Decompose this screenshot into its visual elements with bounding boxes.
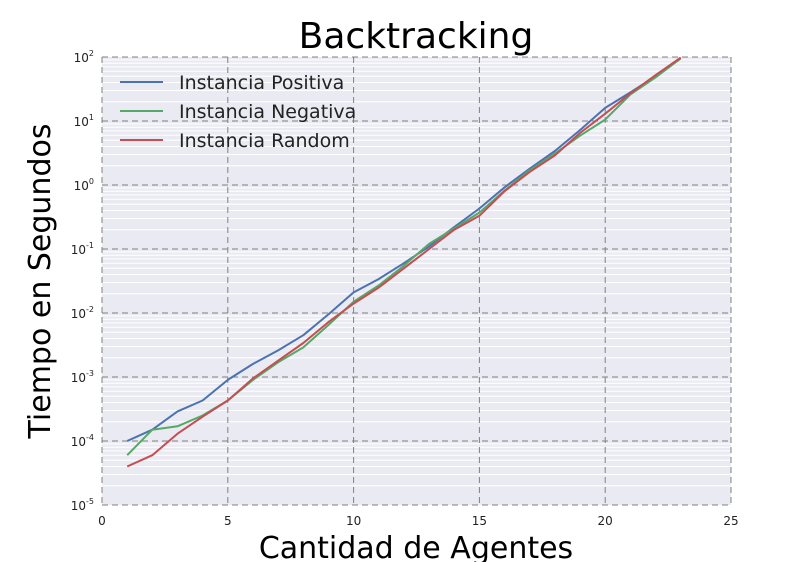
- x-tick-label: 15: [472, 514, 487, 528]
- chart-title: Backtracking: [299, 16, 534, 57]
- legend-label: Instancia Negativa: [179, 101, 356, 123]
- y-axis-label: Tiempo en Segundos: [23, 124, 58, 440]
- y-tick-label: 101: [74, 113, 94, 129]
- x-tick-label: 10: [346, 514, 361, 528]
- y-tick-label: 10-5: [71, 497, 94, 513]
- series-line: [126, 56, 682, 468]
- y-tick-label: 10-1: [71, 241, 94, 257]
- series-line: [126, 57, 682, 442]
- x-tick-label: 25: [723, 514, 738, 528]
- legend-label: Instancia Positiva: [179, 72, 344, 94]
- plot-background: [102, 57, 731, 505]
- legend-label: Instancia Random: [179, 130, 350, 152]
- x-tick-labels: 0 5 10 15 20 25: [98, 514, 738, 528]
- y-tick-label: 102: [74, 49, 94, 65]
- major-grid: [101, 56, 732, 506]
- x-tick-label: 0: [98, 514, 106, 528]
- legend: Instancia Positiva Instancia Negativa Inst…: [120, 72, 356, 152]
- series-layer: [126, 56, 682, 468]
- y-tick-label: 10-2: [71, 305, 94, 321]
- y-tick-label: 10-3: [71, 369, 94, 385]
- minor-grid: [102, 59, 731, 487]
- y-tick-label: 10-4: [71, 433, 94, 449]
- x-tick-label: 20: [598, 514, 613, 528]
- y-tick-labels: 10-5 10-4 10-3 10-2 10-1 100 101 102: [71, 49, 94, 513]
- y-tick-label: 100: [74, 177, 94, 193]
- x-axis-label: Cantidad de Agentes: [259, 531, 573, 562]
- x-tick-label: 5: [224, 514, 232, 528]
